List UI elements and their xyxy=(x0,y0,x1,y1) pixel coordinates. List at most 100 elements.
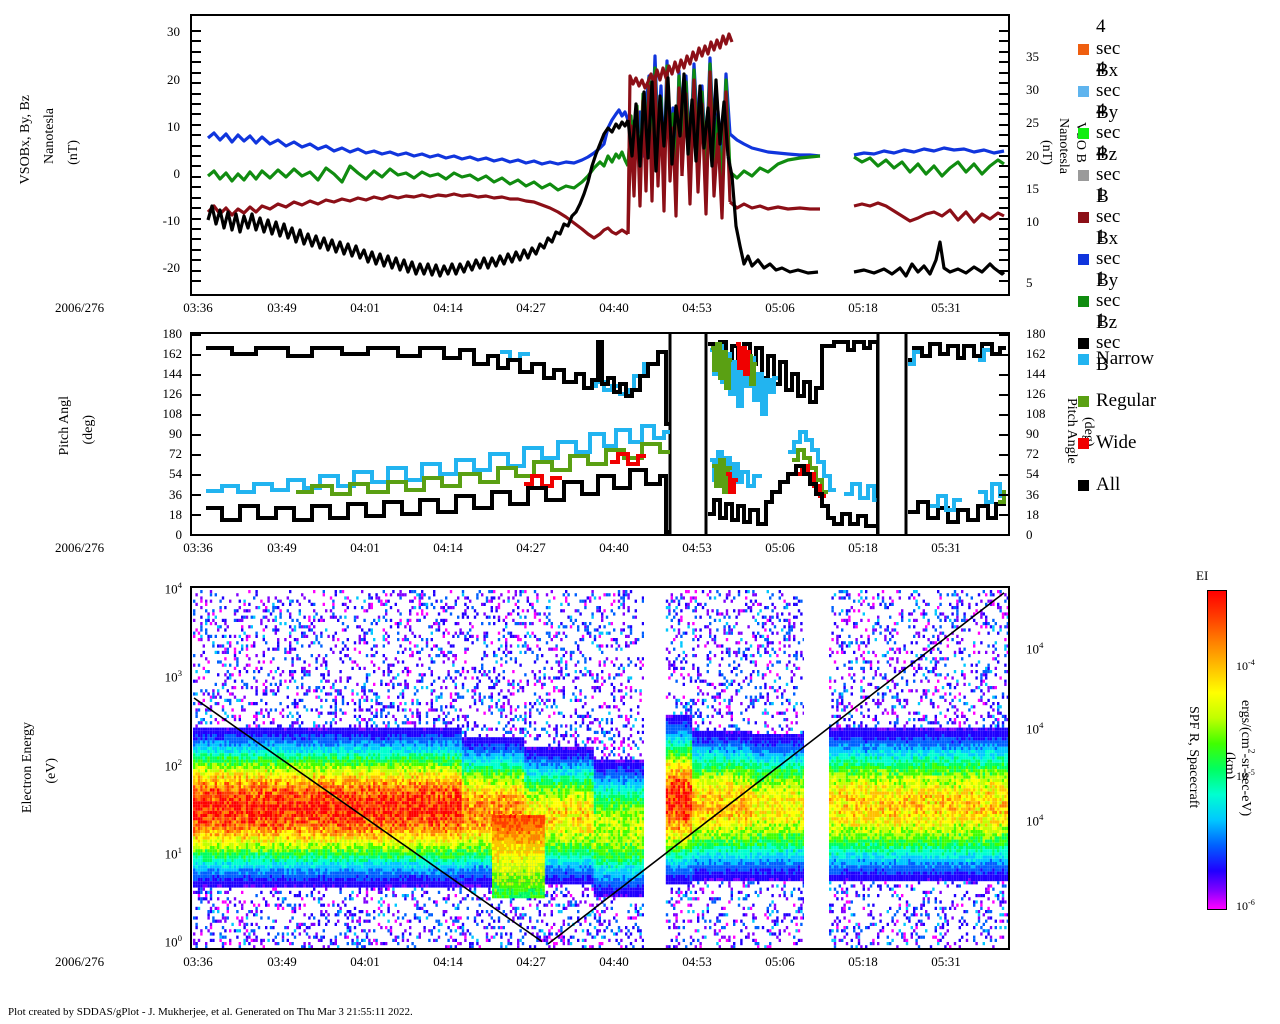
mag-ytick-0: 0 xyxy=(140,166,180,182)
pitch-xtick-6: 04:53 xyxy=(667,540,727,556)
pitchr-ytick-144: 144 xyxy=(1026,366,1046,382)
axis-tick xyxy=(999,280,1008,282)
spec-xtick-5: 04:40 xyxy=(584,954,644,970)
pitch-angle-plot xyxy=(192,334,1008,534)
axis-tick xyxy=(999,218,1008,220)
colorbar-units: ergs/(cm2-sr-sec-eV) xyxy=(1237,700,1256,821)
axis-tick xyxy=(999,238,1008,240)
axis-tick xyxy=(999,40,1008,42)
spec-xtick-9: 05:31 xyxy=(916,954,976,970)
axis-tick xyxy=(192,51,201,53)
pitch-ytick-180: 180 xyxy=(140,326,182,342)
pitch-xtick-2: 04:01 xyxy=(335,540,395,556)
axis-tick xyxy=(192,155,201,157)
pitch-gap-1 xyxy=(670,334,706,534)
axis-tick xyxy=(192,103,201,105)
colorbar-tick-1e-6: 10-6 xyxy=(1236,898,1255,914)
legend-item-regular[interactable]: Regular xyxy=(1078,390,1156,412)
series-1sec-Bx-e xyxy=(730,202,820,209)
mag-xtick-1: 03:49 xyxy=(252,300,312,316)
pitch-right-axis-title-1: Pitch Angle xyxy=(1063,398,1079,469)
magr-ytick-35: 35 xyxy=(1026,49,1039,65)
spec-ytick-1e1: 101 xyxy=(138,845,182,862)
spec-left-axis-title-2: (eV) xyxy=(44,758,60,789)
magr-ytick-30: 30 xyxy=(1026,82,1039,98)
spec-xtick-3: 04:14 xyxy=(418,954,478,970)
mag-xtick-7: 05:06 xyxy=(750,300,810,316)
axis-tick xyxy=(192,82,201,84)
spec-ytick-1e2: 102 xyxy=(138,757,182,774)
axis-tick xyxy=(999,72,1008,74)
axis-tick xyxy=(999,207,1008,209)
mag-xtick-6: 04:53 xyxy=(667,300,727,316)
legend-swatch-icon xyxy=(1078,438,1089,449)
axis-tick xyxy=(999,374,1008,376)
axis-tick xyxy=(999,334,1008,336)
magr-ytick-25: 25 xyxy=(1026,115,1039,131)
pitch-ytick-54: 54 xyxy=(140,466,182,482)
axis-tick xyxy=(192,434,201,436)
series-1sec-By-e xyxy=(854,148,1004,155)
legend-swatch-icon xyxy=(1078,170,1089,181)
spec-ytick-1e4: 104 xyxy=(138,580,182,597)
spec-left-axis-title-1: Electron Energy xyxy=(20,722,36,818)
colorbar xyxy=(1207,590,1227,910)
pitchr-ytick-108: 108 xyxy=(1026,406,1046,422)
mag-ytick-10: 10 xyxy=(140,119,180,135)
axis-tick xyxy=(192,145,201,147)
mag-xtick-4: 04:27 xyxy=(501,300,561,316)
series-1sec-By xyxy=(208,110,628,164)
mag-xtick-9: 05:31 xyxy=(916,300,976,316)
pitch-xtick-0: 03:36 xyxy=(168,540,228,556)
pitch-left-axis-title-2: (deg) xyxy=(81,415,97,450)
pitch-angle-panel xyxy=(190,332,1010,536)
series-1sec-B-d xyxy=(854,242,1004,276)
mag-left-axis-title-1: VSOBx, By, Bz xyxy=(18,95,34,189)
pitchr-ytick-162: 162 xyxy=(1026,346,1046,362)
pitch-ytick-90: 90 xyxy=(140,426,182,442)
axis-tick xyxy=(999,176,1008,178)
axis-tick xyxy=(999,249,1008,251)
axis-tick xyxy=(999,124,1008,126)
axis-tick xyxy=(192,414,201,416)
pitchr-ytick-72: 72 xyxy=(1026,446,1039,462)
axis-tick xyxy=(999,270,1008,272)
series-1sec-Bz-e xyxy=(854,157,1004,176)
legend-item-narrow[interactable]: Narrow xyxy=(1078,348,1154,370)
legend-item-all[interactable]: All xyxy=(1078,474,1120,496)
axis-tick xyxy=(999,113,1008,115)
magr-ytick-10: 10 xyxy=(1026,214,1039,230)
mag-xtick-5: 04:40 xyxy=(584,300,644,316)
electron-spectrogram-plot xyxy=(192,588,1008,948)
axis-tick xyxy=(192,270,201,272)
axis-tick xyxy=(999,51,1008,53)
mag-xtick-8: 05:18 xyxy=(833,300,893,316)
series-1sec-Bx-f xyxy=(854,203,1004,222)
pitch-ytick-72: 72 xyxy=(140,446,182,462)
axis-tick xyxy=(999,454,1008,456)
axis-tick xyxy=(192,72,201,74)
axis-tick xyxy=(999,61,1008,63)
spec-ytick-1e3: 103 xyxy=(138,668,182,685)
spec-xtick-7: 05:06 xyxy=(750,954,810,970)
axis-tick xyxy=(999,414,1008,416)
mag-left-axis-title-3: (nT) xyxy=(66,140,82,170)
pitch-lower-narrow xyxy=(206,426,670,492)
axis-tick xyxy=(999,93,1008,95)
axis-tick xyxy=(192,176,201,178)
axis-tick xyxy=(192,238,201,240)
spec-xtick-4: 04:27 xyxy=(501,954,561,970)
axis-tick xyxy=(999,82,1008,84)
axis-tick xyxy=(192,197,201,199)
axis-tick xyxy=(999,145,1008,147)
mag-right-axis-title-2: Nanotesla xyxy=(1055,118,1071,179)
legend-item-label: Regular xyxy=(1096,390,1156,412)
axis-tick xyxy=(192,93,201,95)
pitchr-ytick-0: 0 xyxy=(1026,527,1033,543)
legend-item-wide[interactable]: Wide xyxy=(1078,432,1136,454)
spec-xtick-6: 04:53 xyxy=(667,954,727,970)
legend-item-label: All xyxy=(1096,474,1120,496)
axis-tick xyxy=(999,494,1008,496)
axis-tick xyxy=(192,218,201,220)
axis-tick xyxy=(999,228,1008,230)
